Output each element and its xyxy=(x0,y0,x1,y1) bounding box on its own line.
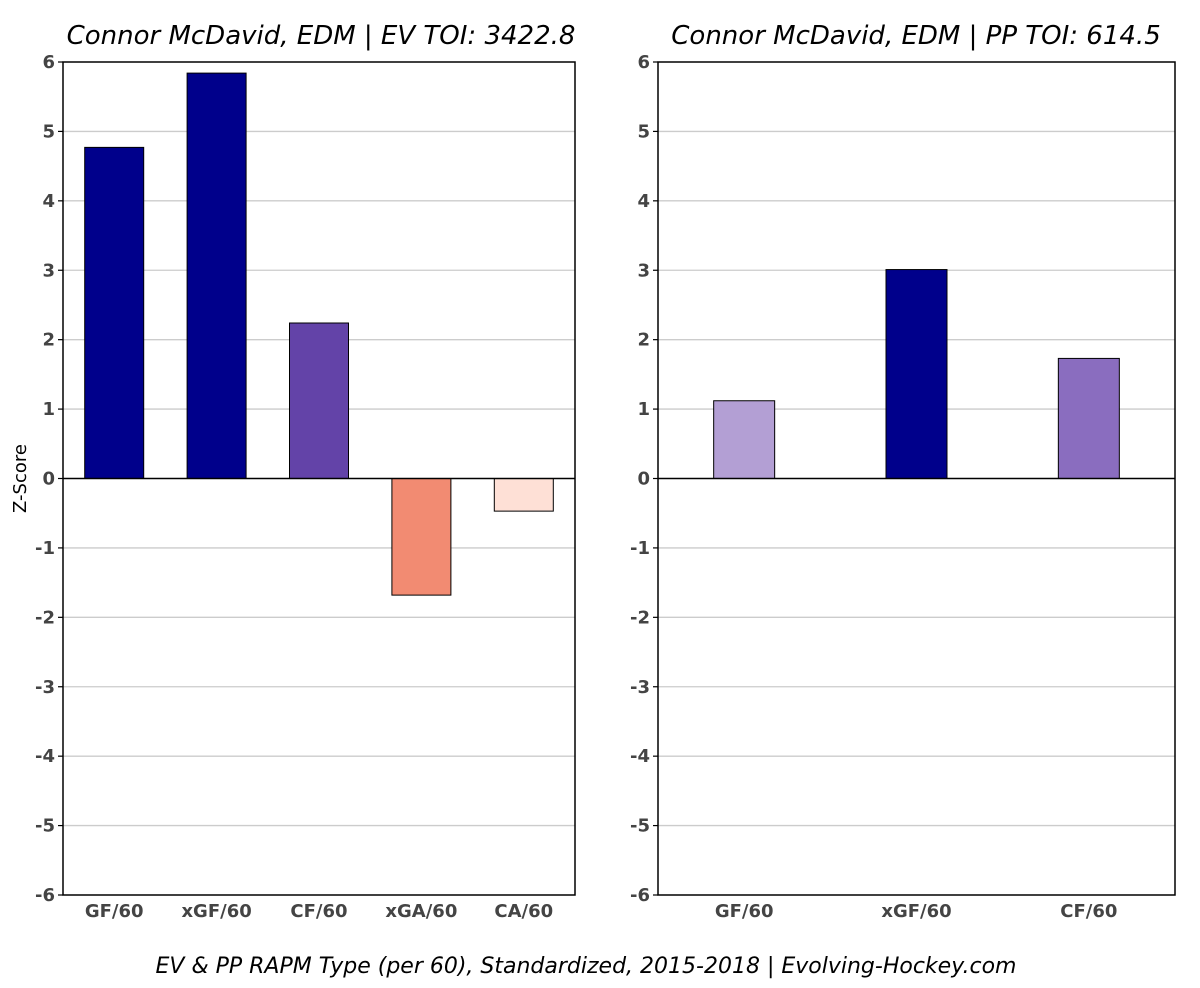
y-tick-label: 5 xyxy=(42,121,55,142)
y-tick-label: 1 xyxy=(637,399,650,420)
y-tick-label: 6 xyxy=(637,52,650,73)
y-tick-label: -2 xyxy=(35,607,55,628)
x-tick-label: xGF/60 xyxy=(881,901,951,922)
y-tick-label: 4 xyxy=(637,191,650,212)
y-tick-label: -3 xyxy=(630,677,650,698)
y-axis-label: Z-Score xyxy=(10,444,31,513)
chart-caption: EV & PP RAPM Type (per 60), Standardized… xyxy=(156,954,1017,979)
bar-xgf-60 xyxy=(186,72,247,480)
y-tick-label: 2 xyxy=(637,330,650,351)
x-tick-label: xGA/60 xyxy=(385,901,457,922)
y-tick-label: 5 xyxy=(637,121,650,142)
x-tick-label: GF/60 xyxy=(85,901,144,922)
y-tick-label: 2 xyxy=(42,330,55,351)
y-tick-label: -4 xyxy=(35,746,55,767)
y-tick-label: 4 xyxy=(42,191,55,212)
y-tick-label: -5 xyxy=(630,816,650,837)
y-tick-label: -2 xyxy=(630,607,650,628)
y-tick-label: -4 xyxy=(630,746,650,767)
y-tick-label: 3 xyxy=(637,260,650,281)
x-tick-label: GF/60 xyxy=(715,901,774,922)
x-tick-label: CA/60 xyxy=(494,901,553,922)
y-tick-label: 0 xyxy=(637,469,650,490)
bar-cf-60 xyxy=(1057,357,1120,480)
plot-frame xyxy=(62,61,576,896)
bar-xga-60 xyxy=(391,478,452,596)
plot-frame xyxy=(657,61,1176,896)
y-tick-label: 3 xyxy=(42,260,55,281)
bar-gf-60 xyxy=(84,146,145,479)
x-tick-label: xGF/60 xyxy=(181,901,251,922)
y-tick-label: -1 xyxy=(630,538,650,559)
y-tick-label: -1 xyxy=(35,538,55,559)
chart-title: Connor McDavid, EDM | EV TOI: 3422.8 xyxy=(67,21,576,51)
bar-gf-60 xyxy=(713,400,776,479)
x-tick-label: CF/60 xyxy=(290,901,347,922)
y-tick-label: 1 xyxy=(42,399,55,420)
y-tick-label: -6 xyxy=(35,885,55,906)
y-tick-label: -6 xyxy=(630,885,650,906)
x-tick-label: CF/60 xyxy=(1060,901,1117,922)
bar-cf-60 xyxy=(289,322,349,479)
y-tick-label: 0 xyxy=(42,469,55,490)
y-tick-label: 6 xyxy=(42,52,55,73)
chart-title: Connor McDavid, EDM | PP TOI: 614.5 xyxy=(671,21,1160,51)
bar-xgf-60 xyxy=(885,269,948,480)
bar-ca-60 xyxy=(493,478,554,512)
y-tick-label: -3 xyxy=(35,677,55,698)
y-tick-label: -5 xyxy=(35,816,55,837)
